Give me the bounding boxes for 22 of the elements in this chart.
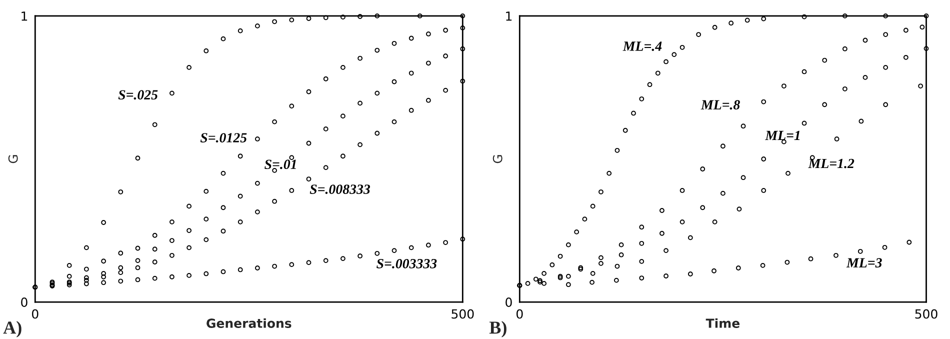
series-label: S=.008333 xyxy=(310,184,370,194)
x-tick-label: 0 xyxy=(32,309,38,319)
series-label: ML=.8 xyxy=(700,100,740,110)
text: A) xyxy=(3,321,22,338)
series-label: S=.003333 xyxy=(376,258,437,268)
x-tick-label: 0 xyxy=(516,309,523,319)
y-axis-title: G xyxy=(492,155,502,164)
series-label: ML=.4 xyxy=(622,42,662,51)
series-label: S=.025 xyxy=(118,90,158,100)
x-axis-title: Time xyxy=(706,318,740,328)
y-tick-label: 1 xyxy=(506,12,512,21)
x-tick-label: 500 xyxy=(452,309,474,319)
text: B) xyxy=(489,321,506,338)
series-label: ML=1 xyxy=(765,130,800,140)
y-tick-label: 1 xyxy=(22,12,28,21)
x-tick-label: 500 xyxy=(915,309,938,319)
y-axis-title: G xyxy=(8,155,18,164)
series-label: ML=3 xyxy=(846,258,882,268)
series-label: S=.0125 xyxy=(200,133,247,142)
series-label: ML=1.2 xyxy=(808,158,854,168)
series-label: S=.01 xyxy=(264,160,296,170)
x-axis-title: Generations xyxy=(206,318,292,328)
